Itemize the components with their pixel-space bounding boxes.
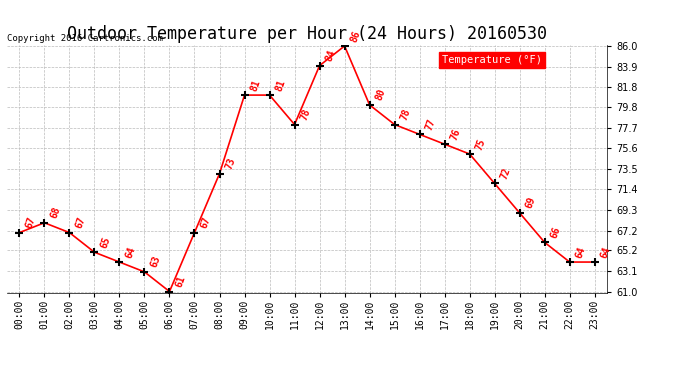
Text: 61: 61 — [174, 274, 187, 289]
Text: 73: 73 — [224, 156, 237, 171]
Text: 84: 84 — [324, 48, 337, 63]
Text: 72: 72 — [499, 166, 512, 181]
Text: 68: 68 — [48, 206, 62, 220]
Text: 77: 77 — [424, 117, 437, 132]
Text: 64: 64 — [599, 245, 612, 259]
Text: Copyright 2016 Cartronics.com: Copyright 2016 Cartronics.com — [7, 33, 163, 42]
Text: 86: 86 — [348, 29, 362, 43]
Text: 81: 81 — [274, 78, 287, 92]
Text: 67: 67 — [74, 215, 87, 230]
Text: 63: 63 — [148, 255, 162, 269]
Text: 80: 80 — [374, 88, 387, 102]
Text: 65: 65 — [99, 235, 112, 249]
Title: Outdoor Temperature per Hour (24 Hours) 20160530: Outdoor Temperature per Hour (24 Hours) … — [67, 26, 547, 44]
Text: 64: 64 — [574, 245, 587, 259]
Text: 78: 78 — [299, 107, 312, 122]
Text: 67: 67 — [199, 215, 212, 230]
Text: 76: 76 — [448, 127, 462, 141]
Text: 78: 78 — [399, 107, 412, 122]
Text: 81: 81 — [248, 78, 262, 92]
Text: 69: 69 — [524, 196, 538, 210]
Text: 66: 66 — [549, 225, 562, 240]
Text: 67: 67 — [23, 215, 37, 230]
Text: 64: 64 — [124, 245, 137, 259]
Text: Temperature (°F): Temperature (°F) — [442, 55, 542, 65]
Text: 75: 75 — [474, 137, 487, 151]
